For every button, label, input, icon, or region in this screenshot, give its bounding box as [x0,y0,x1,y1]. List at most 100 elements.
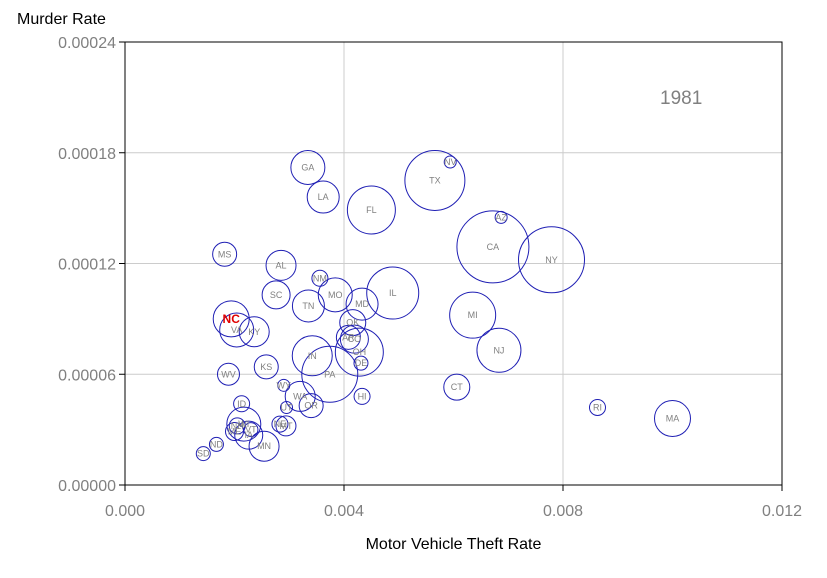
bubble-label-ut: UT [281,402,293,412]
bubble-label-al: AL [276,260,287,270]
x-axis-ticks: 0.000 0.004 0.008 0.012 [105,485,802,520]
bubble-tn [291,289,325,323]
bubble-label-wi: WI [238,419,249,429]
bubble-label-nv: NV [444,157,457,167]
bubble-label-ca: CA [487,242,500,252]
bubble-md [345,287,379,321]
bubble-ri [588,398,606,416]
bubble-ut [280,400,294,414]
bubble-label-ky: KY [248,327,260,337]
bubble-mt [275,415,297,437]
bubble-nm [311,269,329,287]
bubble-wv [216,362,240,386]
x-tick-label: 0.008 [543,503,583,520]
bubble-ar [335,324,361,350]
x-axis-label: Motor Vehicle Theft Rate [365,536,542,553]
x-tick-label: 0.004 [324,503,364,520]
bubble-az [494,210,508,224]
bubble-label-va: VA [231,325,242,335]
bubble-label-tx: TX [429,175,441,185]
bubble-label-md: MD [355,299,369,309]
bubble-label-mo: MO [328,290,343,300]
bubble-ny [518,226,586,294]
bubble-label-hi: HI [358,391,367,401]
bubble-or [298,393,324,419]
bubble-label-sd: SD [197,449,210,459]
bubble-sc [261,280,291,310]
bubble-ia [234,420,264,450]
bubble-label-ks: KS [260,362,272,372]
x-tick-label: 0.012 [762,503,802,520]
bubble-mi [449,291,497,339]
bubble-ky [238,316,270,348]
y-tick-label: 0.00000 [58,478,116,495]
bubble-al [265,249,297,281]
bubble-label-mi: MI [468,310,478,320]
bubble-label-me: ME [228,426,242,436]
bubble-label-nc: NC [223,312,241,326]
bubble-label-ok: OK [346,318,359,328]
y-axis-label: Murder Rate [17,11,106,28]
y-tick-label: 0.00018 [58,146,116,163]
bubble-wi [226,406,262,442]
bubble-label-il: IL [389,288,397,298]
bubble-ks [253,354,279,380]
bubble-co [339,324,369,354]
bubble-label-az: AZ [495,212,507,222]
bubble-label-ia: IA [244,430,253,440]
bubble-label-ar: AR [342,332,355,342]
y-axis-ticks: 0.00000 0.00006 0.00012 0.00018 0.00024 [58,35,125,495]
y-tick-label: 0.00024 [58,35,116,52]
y-tick-label: 0.00006 [58,367,116,384]
bubble-label-nd: ND [210,439,223,449]
bubble-label-nh: NH [231,421,244,431]
bubble-label-ct: CT [451,382,463,392]
bubble-label-nm: NM [313,273,327,283]
bubble-va [219,312,255,348]
bubble-ct [443,373,471,401]
bubble-label-mt: MT [279,421,292,431]
bubble-mo [317,277,353,313]
bubble-label-ma: MA [666,414,680,424]
bubble-label-or: OR [304,401,318,411]
bubble-label-id: ID [237,399,247,409]
bubble-label-mn: MN [257,441,271,451]
bubble-il [366,266,420,320]
bubble-ca [456,210,530,284]
bubble-label-ri: RI [593,402,602,412]
bubble-label-sc: SC [270,290,283,300]
bubble-de [353,355,369,371]
bubble-label-wy: WY [277,380,292,390]
x-tick-label: 0.000 [105,503,145,520]
bubble-fl [346,185,396,235]
bubble-sd [195,446,211,462]
bubble-label-pa: PA [324,369,335,379]
bubble-nv [443,155,457,169]
bubble-la [306,180,340,214]
bubble-ga [290,150,326,186]
bubble-mn [248,430,280,462]
bubble-ms [212,241,238,267]
bubble-label-ms: MS [218,249,232,259]
bubble-ok [339,309,367,337]
bubble-hi [353,387,371,405]
bubble-label-in: IN [308,351,317,361]
bubble-wy [277,378,291,392]
bubble-label-wa: WA [293,391,307,401]
bubble-tx [404,149,466,211]
bubble-label-nj: NJ [493,345,504,355]
y-tick-label: 0.00012 [58,257,116,274]
bubble-label-wv: WV [221,369,236,379]
bubble-oh [334,327,384,377]
bubble-label-fl: FL [366,205,377,215]
bubble-nj [476,327,522,373]
bubble-label-oh: OH [353,347,367,357]
bubble-vt [243,422,259,438]
bubble-label-co: CO [348,334,362,344]
bubble-label-la: LA [318,192,329,202]
bubble-layer: CA NY TX PA IL FL OH MI NJ IN NC MA GA MO VA WI LA TN MD AL… [195,149,691,462]
bubble-ne [271,415,289,433]
bubble-label-ny: NY [545,255,558,265]
bubble-label-vt: VT [245,425,257,435]
